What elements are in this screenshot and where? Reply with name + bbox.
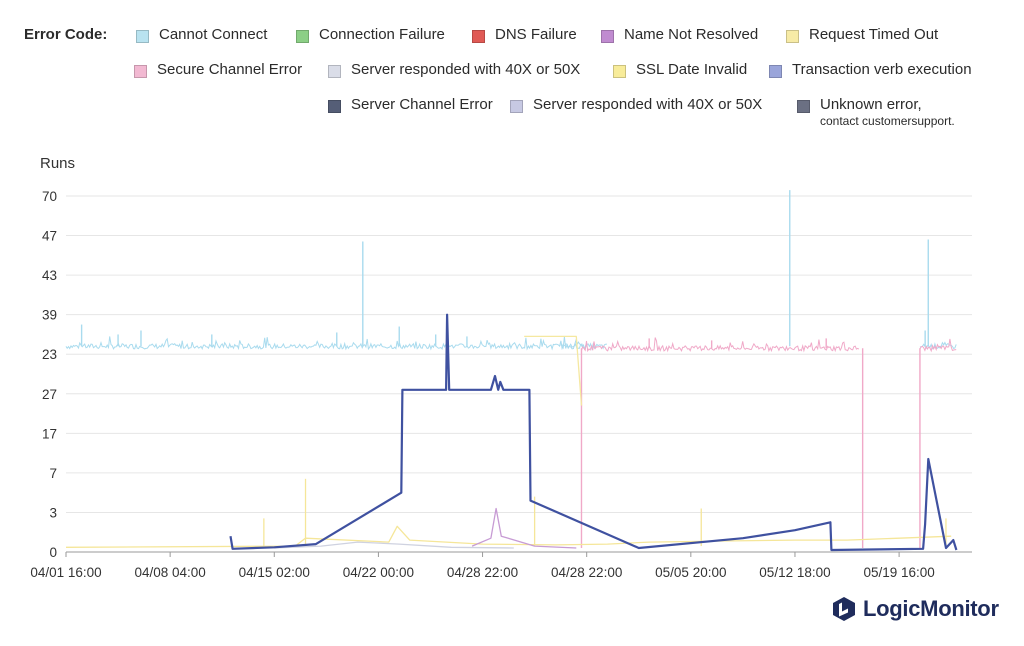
legend-swatch xyxy=(328,65,341,78)
legend-item-server-40x-50x-a[interactable]: Server responded with 40X or 50X xyxy=(328,61,580,79)
legend-swatch xyxy=(601,30,614,43)
y-tick-label: 27 xyxy=(42,387,57,402)
x-tick-label: 05/05 20:00 xyxy=(655,565,726,580)
legend-label: Server responded with 40X or 50X xyxy=(533,96,763,113)
legend-label: Connection Failure xyxy=(319,26,445,43)
legend-item-ssl-date-invalid[interactable]: SSL Date Invalid xyxy=(613,61,747,79)
legend-label: Request Timed Out xyxy=(809,26,939,43)
x-tick-label: 04/28 22:00 xyxy=(551,565,622,580)
x-tick-label: 04/08 04:00 xyxy=(134,565,205,580)
y-tick-label: 70 xyxy=(42,189,57,204)
grid-lines xyxy=(66,195,972,553)
legend-item-unknown-error[interactable]: Unknown error, contact customersupport. xyxy=(797,96,955,128)
legend-item-server-channel-error[interactable]: Server Channel Error xyxy=(328,96,493,114)
y-tick-label: 0 xyxy=(49,545,57,560)
legend-label: Server responded with 40X or 50X xyxy=(351,61,581,78)
series-lines xyxy=(65,190,958,552)
y-axis-ticks: 70 47 43 39 23 27 17 7 3 0 xyxy=(42,189,57,560)
legend-label: Transaction verb execution xyxy=(792,61,972,78)
legend-item-cannot-connect[interactable]: Cannot Connect xyxy=(136,26,267,44)
series-line-ssl-date-invalid xyxy=(524,335,583,406)
x-axis-ticks: 04/01 16:00 04/08 04:00 04/15 02:00 04/22 0… xyxy=(30,552,935,580)
series-line-cannot-connect xyxy=(65,336,587,351)
chart-legend: Error Code: Cannot Connect Connection Fa… xyxy=(24,22,1004,140)
x-tick-label: 04/15 02:00 xyxy=(239,565,310,580)
legend-sublabel: contact customersupport. xyxy=(820,114,955,128)
y-tick-label: 7 xyxy=(49,466,57,481)
y-tick-label: 43 xyxy=(42,268,57,283)
logo-text: LogicMonitor xyxy=(863,596,999,621)
y-tick-label: 47 xyxy=(42,229,57,244)
y-tick-label: 39 xyxy=(42,308,57,323)
legend-item-server-40x-50x-b[interactable]: Server responded with 40X or 50X xyxy=(510,96,762,114)
legend-label: Cannot Connect xyxy=(159,26,268,43)
legend-swatch xyxy=(296,30,309,43)
series-line-request-timed-out xyxy=(65,525,952,548)
legend-swatch xyxy=(797,100,810,113)
legend-swatch xyxy=(510,100,523,113)
series-line-name-not-resolved xyxy=(471,507,577,549)
legend-title: Error Code: xyxy=(24,26,108,43)
x-tick-label: 05/19 16:00 xyxy=(863,565,934,580)
series-line-server-responded-with-40x-or-50x xyxy=(274,541,514,549)
logicmonitor-logo-icon xyxy=(833,597,855,621)
legend-swatch xyxy=(786,30,799,43)
legend-item-dns-failure[interactable]: DNS Failure xyxy=(472,26,577,44)
series-line-transaction-verb-execution xyxy=(229,313,958,552)
legend-label: Unknown error, xyxy=(820,96,922,113)
legend-swatch xyxy=(769,65,782,78)
legend-item-request-timed-out[interactable]: Request Timed Out xyxy=(786,26,938,44)
legend-swatch xyxy=(472,30,485,43)
legend-label: Server Channel Error xyxy=(351,96,493,113)
x-tick-label: 04/01 16:00 xyxy=(30,565,101,580)
legend-item-name-not-resolved[interactable]: Name Not Resolved xyxy=(601,26,758,44)
x-tick-label: 05/12 18:00 xyxy=(759,565,830,580)
x-tick-label: 04/28 22:00 xyxy=(447,565,518,580)
series-line-secure-channel-error xyxy=(919,338,957,353)
y-axis-title: Runs xyxy=(40,155,75,172)
y-tick-label: 3 xyxy=(49,505,57,520)
legend-label: Name Not Resolved xyxy=(624,26,759,43)
y-tick-label: 17 xyxy=(42,426,57,441)
legend-label: DNS Failure xyxy=(495,26,577,43)
series-line-secure-channel-error xyxy=(581,337,860,353)
legend-item-secure-channel-error[interactable]: Secure Channel Error xyxy=(134,61,302,79)
legend-label: SSL Date Invalid xyxy=(636,61,748,78)
legend-swatch xyxy=(134,65,147,78)
legend-swatch xyxy=(136,30,149,43)
legend-swatch xyxy=(613,65,626,78)
y-tick-label: 23 xyxy=(42,347,57,362)
legend-item-transaction-verb-execution[interactable]: Transaction verb execution xyxy=(769,61,972,79)
legend-swatch xyxy=(328,100,341,113)
legend-label: Secure Channel Error xyxy=(157,61,303,78)
legend-item-connection-failure[interactable]: Connection Failure xyxy=(296,26,445,44)
logicmonitor-logo: LogicMonitor xyxy=(831,596,999,622)
x-tick-label: 04/22 00:00 xyxy=(343,565,414,580)
